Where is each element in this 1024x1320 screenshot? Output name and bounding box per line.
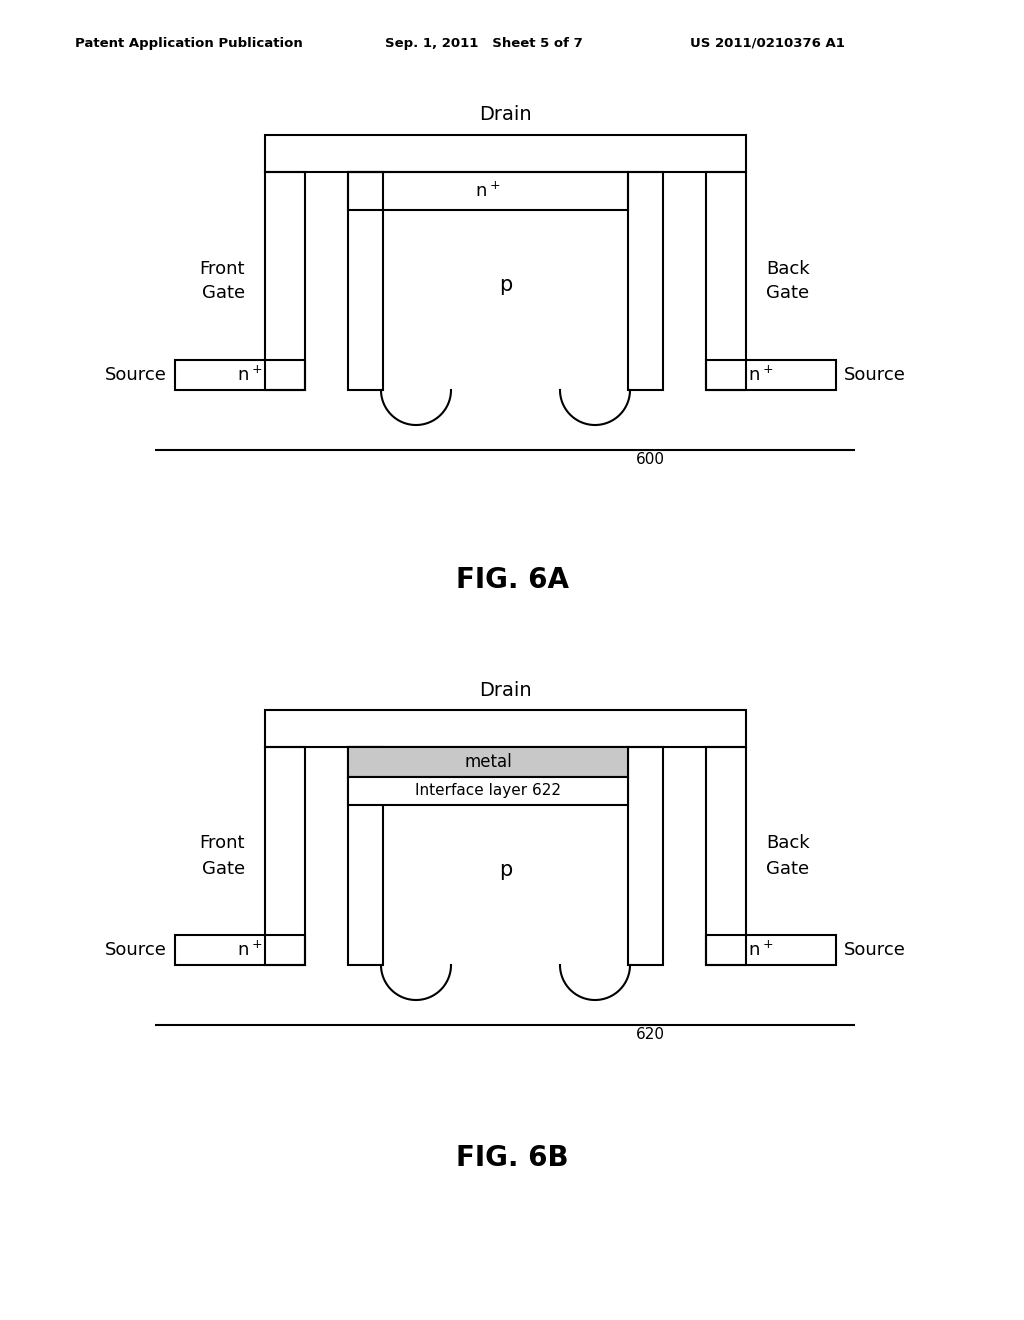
Text: p: p [499,275,512,294]
Text: n$^+$: n$^+$ [238,366,262,384]
Bar [265,710,746,747]
Text: Sep. 1, 2011   Sheet 5 of 7: Sep. 1, 2011 Sheet 5 of 7 [385,37,583,49]
Text: n$^+$: n$^+$ [238,940,262,960]
Text: Source: Source [844,366,906,384]
Text: FIG. 6A: FIG. 6A [456,566,568,594]
Bar [175,360,305,389]
Text: Front
Gate: Front Gate [200,260,245,302]
Text: US 2011/0210376 A1: US 2011/0210376 A1 [690,37,845,49]
Bar [348,747,383,965]
Text: n$^+$: n$^+$ [749,366,774,384]
Text: 600: 600 [636,451,665,467]
Text: Back
Gate: Back Gate [766,834,810,878]
Text: n$^+$: n$^+$ [749,940,774,960]
Bar [265,172,305,389]
Bar [706,360,836,389]
Text: Source: Source [105,366,167,384]
Bar [706,935,836,965]
Text: Drain: Drain [479,681,531,700]
Bar [265,747,305,965]
Text: Patent Application Publication: Patent Application Publication [75,37,303,49]
Bar [348,172,383,389]
Text: Source: Source [844,941,906,960]
Bar [628,747,663,965]
Bar [628,172,663,389]
Bar [706,747,746,965]
Bar [348,777,628,805]
Bar [265,135,746,172]
Text: 620: 620 [636,1027,665,1041]
Text: n$^+$: n$^+$ [475,181,501,201]
Text: Drain: Drain [479,106,531,124]
Bar [348,172,628,210]
Text: Back
Gate: Back Gate [766,260,810,302]
Text: p: p [499,861,512,880]
Text: Source: Source [105,941,167,960]
Bar [348,747,628,777]
Text: Front
Gate: Front Gate [200,834,245,878]
Text: metal: metal [464,752,512,771]
Bar [175,935,305,965]
Text: Interface layer 622: Interface layer 622 [415,784,561,799]
Bar [706,172,746,389]
Text: FIG. 6B: FIG. 6B [456,1144,568,1172]
